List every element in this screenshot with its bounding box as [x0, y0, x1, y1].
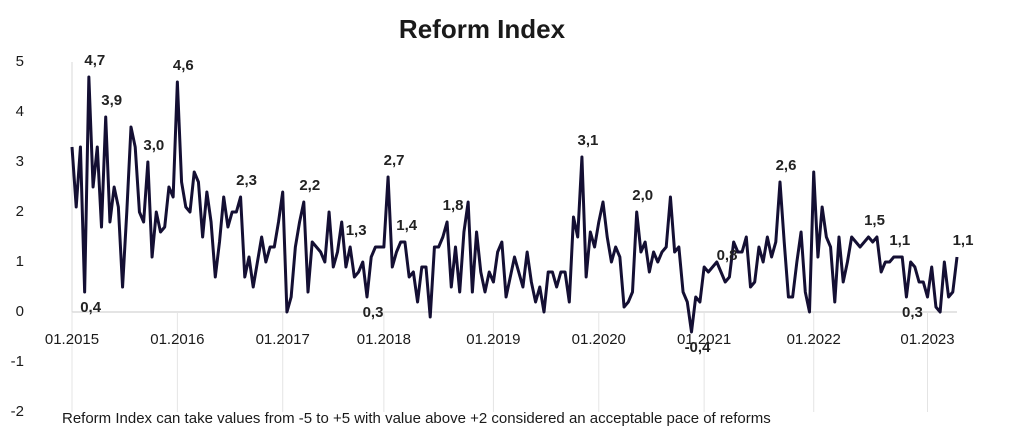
- value-label: 1,8: [443, 197, 464, 214]
- value-label: 3,1: [577, 132, 598, 149]
- y-tick-label: -2: [11, 403, 24, 420]
- value-label: 0,4: [80, 299, 102, 316]
- x-tick-label: 01.2023: [900, 331, 954, 348]
- value-label: 1,1: [889, 232, 910, 249]
- x-tick-label: 01.2018: [357, 331, 411, 348]
- value-label: -0,4: [685, 339, 712, 356]
- y-tick-label: 5: [16, 53, 24, 70]
- value-label: 2,2: [299, 177, 320, 194]
- y-tick-label: 3: [16, 153, 24, 170]
- x-tick-label: 01.2021: [677, 331, 731, 348]
- chart-title: Reform Index: [399, 14, 566, 44]
- data-line: [70, 75, 959, 334]
- x-tick-label: 01.2019: [466, 331, 520, 348]
- y-tick-label: -1: [11, 353, 24, 370]
- value-label: 2,6: [776, 157, 797, 174]
- x-tick-label: 01.2022: [787, 331, 841, 348]
- x-tick-label: 01.2015: [45, 331, 99, 348]
- value-label: 1,3: [346, 222, 367, 239]
- value-label: 1,5: [864, 212, 885, 229]
- value-label: 1,1: [953, 232, 974, 249]
- value-label: 0,3: [363, 304, 384, 321]
- value-label: 3,9: [101, 92, 122, 109]
- value-label: 2,0: [632, 187, 653, 204]
- value-label: 4,6: [173, 57, 194, 74]
- y-tick-label: 2: [16, 203, 24, 220]
- y-tick-label: 1: [16, 253, 24, 270]
- y-tick-label: 0: [16, 303, 24, 320]
- value-label: 0,3: [902, 304, 923, 321]
- value-label: 2,7: [384, 152, 405, 169]
- value-label: 3,0: [143, 137, 164, 154]
- footnote: Reform Index can take values from -5 to …: [62, 410, 771, 427]
- value-label: 0,8: [717, 247, 738, 264]
- y-tick-label: 4: [16, 103, 24, 120]
- value-label: 2,3: [236, 172, 257, 189]
- value-label: 4,7: [84, 52, 105, 69]
- value-label: 1,4: [396, 217, 418, 234]
- x-tick-label: 01.2017: [256, 331, 310, 348]
- x-tick-label: 01.2016: [150, 331, 204, 348]
- x-tick-label: 01.2020: [572, 331, 626, 348]
